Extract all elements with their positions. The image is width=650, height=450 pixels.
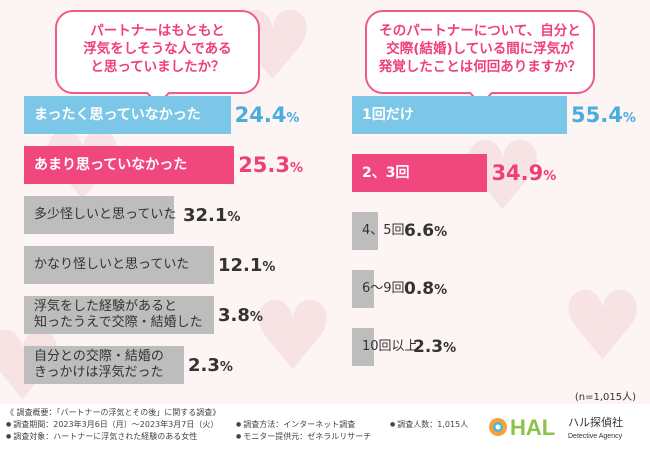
bar-right-4 (352, 328, 374, 366)
bar-value-left-3: 12.1% (218, 255, 276, 276)
bar-value-right-2: 6.6% (404, 221, 448, 241)
footer-target: 調査対象：ハートナーに浮気された経験のある女性 (6, 431, 197, 442)
bar-right-1 (352, 154, 488, 192)
survey-footer: 《 調査概要：「パートナーの浮気とその後」に関する調査》 調査期間：2023年3… (0, 404, 650, 450)
bar-value-left-1: 25.3% (238, 153, 304, 177)
right-question: そのパートナーについて、自分と 交際(結婚)している間に浮気が 発覚したことは何… (378, 23, 582, 75)
footer-title: 《 調査概要：「パートナーの浮気とその後」に関する調査》 (6, 408, 221, 417)
bar-right-0 (352, 96, 567, 134)
bar-left-1 (24, 146, 235, 184)
left-question: パートナーはもともと 浮気をしそうな人である と思っていましたか？ (83, 23, 232, 75)
logo-name: ハル探偵社 (568, 415, 623, 429)
bar-value-right-3: 0.8% (404, 279, 448, 299)
footer-count: 調査人数：1,015人 (390, 419, 468, 430)
bar-left-3 (24, 246, 214, 284)
bar-label-left-5: 自分との交際・結婚の きっかけは浮気だった (34, 349, 164, 380)
bar-right-2 (352, 212, 378, 250)
bar-label-left-1: あまり思っていなかった (34, 157, 188, 173)
bar-value-right-4: 2.3% (413, 337, 457, 357)
bar-value-left-4: 3.8% (218, 305, 263, 326)
logo-sub: Detective Agency (568, 433, 623, 440)
bar-value-left-2: 32.1% (183, 205, 241, 226)
bar-label-left-0: まったく思っていなかった (34, 107, 201, 123)
bar-left-5 (24, 346, 184, 384)
hal-logo: HAL ハル探偵社 Detective Agency (489, 415, 623, 440)
bar-left-2 (24, 196, 174, 234)
bar-label-left-4: 浮気をした経験があると 知ったうえで交際・結婚した (34, 299, 203, 330)
footer-provider: モニター提供元：ゼネラルリサーチ (236, 431, 371, 442)
bar-label-right-3: 6～9回 (362, 281, 405, 296)
left-question-box: パートナーはもともと 浮気をしそうな人である と思っていましたか？ (55, 10, 260, 94)
bar-right-3 (352, 270, 374, 308)
bar-left-0 (24, 96, 231, 134)
bar-label-right-2: 4、5回 (362, 223, 405, 238)
bar-label-right-4: 10回以上 (362, 339, 418, 354)
bar-value-left-0: 24.4% (234, 103, 300, 127)
sample-size-note: (n=1,015人) (574, 392, 636, 403)
heart-decoration-icon: ♥ (560, 272, 646, 382)
logo-mark-text: HAL (510, 415, 555, 440)
bar-label-right-0: 1回だけ (362, 107, 414, 123)
footer-period: 調査期間：2023年3月6日（月）～2023年3月7日（火） (6, 419, 218, 430)
bar-left-4 (24, 296, 214, 334)
bar-value-left-5: 2.3% (188, 355, 233, 376)
bar-value-right-0: 55.4% (571, 103, 636, 127)
right-question-box: そのパートナーについて、自分と 交際(結婚)している間に浮気が 発覚したことは何… (365, 10, 595, 94)
bar-value-right-1: 34.9% (491, 161, 557, 185)
bar-label-left-3: かなり怪しいと思っていた (34, 257, 190, 272)
bar-label-left-2: 多少怪しいと思っていた (34, 207, 177, 222)
footer-method: 調査方法：インターネット調査 (236, 419, 355, 430)
heart-decoration-icon: ♥ (250, 282, 336, 392)
bar-label-right-1: 2、3回 (362, 165, 410, 181)
